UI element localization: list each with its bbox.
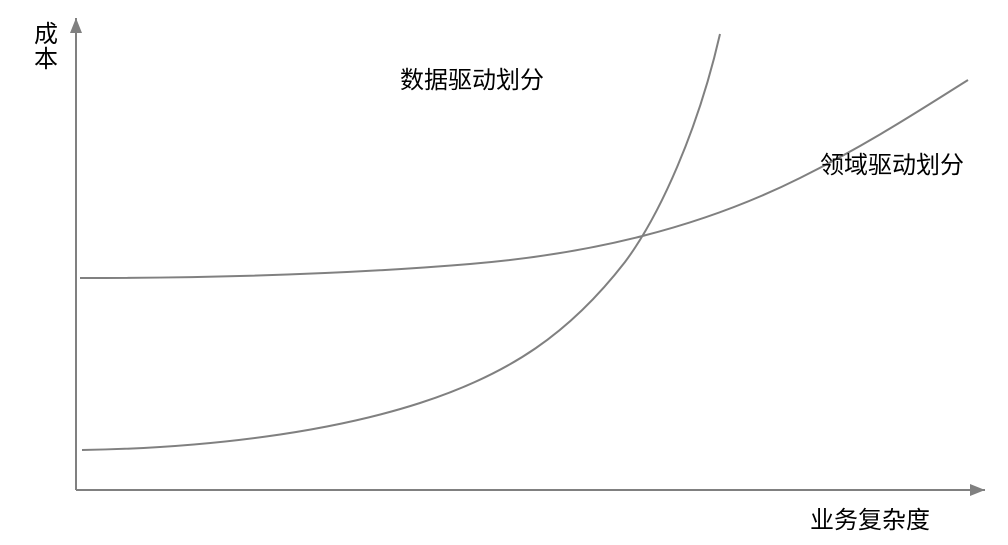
x-axis-label: 业务复杂度 xyxy=(810,500,930,535)
series-data-driven xyxy=(82,34,720,450)
y-axis-arrow xyxy=(70,18,82,33)
label-domain-driven: 领域驱动划分 xyxy=(820,145,964,180)
x-axis-arrow xyxy=(970,484,985,496)
chart-container: 成 本 业务复杂度 数据驱动划分 领域驱动划分 xyxy=(0,0,1008,545)
y-axis-label: 成 本 xyxy=(34,22,58,72)
series-group xyxy=(80,34,968,450)
label-data-driven: 数据驱动划分 xyxy=(400,60,544,95)
